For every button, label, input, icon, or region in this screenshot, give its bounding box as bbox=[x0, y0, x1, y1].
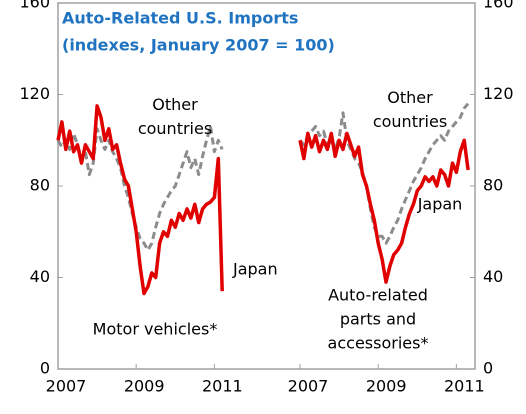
chart-subtitle: (indexes, January 2007 = 100) bbox=[62, 36, 335, 55]
x-tick-label: 2011 bbox=[444, 377, 485, 396]
y-tick-label: 120 bbox=[19, 84, 50, 103]
chart-title: Auto-Related U.S. Imports bbox=[62, 9, 298, 28]
panel-label: accessories* bbox=[328, 334, 429, 353]
y-tick-label: 160 bbox=[483, 0, 514, 12]
y-tick-label: 80 bbox=[30, 176, 50, 195]
series-label: Japan bbox=[232, 260, 278, 279]
series-line bbox=[298, 131, 470, 284]
y-tick-label: 120 bbox=[483, 84, 514, 103]
series-line bbox=[56, 125, 224, 252]
x-tick-label: 2011 bbox=[202, 377, 243, 396]
x-tick-label: 2007 bbox=[46, 377, 87, 396]
panel-label: Motor vehicles* bbox=[93, 320, 218, 339]
y-tick-label: 40 bbox=[483, 267, 503, 286]
x-tick-label: 2009 bbox=[366, 377, 407, 396]
y-tick-label: 0 bbox=[483, 359, 493, 378]
series-label: Other countries bbox=[138, 95, 212, 138]
series-label: Japan bbox=[417, 195, 463, 214]
panel-label: parts and bbox=[340, 310, 416, 329]
series-line bbox=[56, 104, 224, 296]
x-tick-label: 2007 bbox=[288, 377, 329, 396]
x-tick-label: 2009 bbox=[124, 377, 165, 396]
y-tick-label: 40 bbox=[30, 267, 50, 286]
y-tick-label: 80 bbox=[483, 176, 503, 195]
y-tick-label: 0 bbox=[40, 359, 50, 378]
series-label: Other countries bbox=[373, 88, 447, 131]
y-tick-label: 160 bbox=[19, 0, 50, 12]
panel-label: Auto-related bbox=[328, 286, 428, 305]
